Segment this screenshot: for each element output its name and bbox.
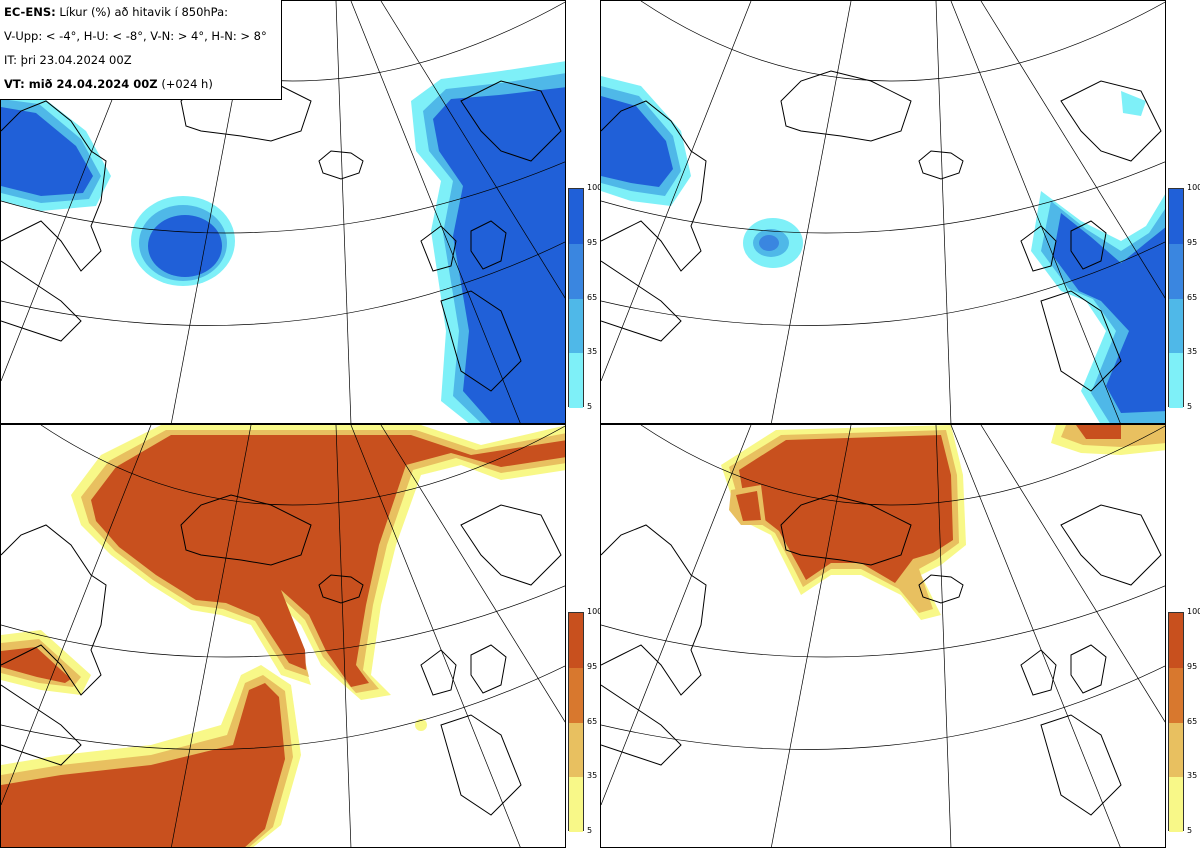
colorbar-tick-label: 95 (587, 661, 598, 671)
colorbar-tick-label: 65 (587, 716, 598, 726)
initial-time: IT: þri 23.04.2024 00Z (4, 53, 132, 67)
colorbar (568, 188, 584, 408)
colorbar (1168, 612, 1184, 832)
colorbar-segment (1169, 613, 1183, 668)
colorbar-segment (1169, 243, 1183, 299)
colorbar-segment (1169, 777, 1183, 832)
colorbar (568, 612, 584, 832)
colorbar-segment (569, 613, 583, 668)
colorbar-tick-label: 100 (587, 607, 603, 616)
colorbar-segment (1169, 353, 1183, 408)
colorbar-tick-label: 65 (1187, 292, 1198, 302)
colorbar-segment (1169, 298, 1183, 354)
colorbar-segment (569, 353, 583, 408)
valid-time: VT: mið 24.04.2024 00Z (4, 77, 158, 91)
colorbar-tick-label: 35 (587, 771, 598, 781)
map-h-u (601, 1, 1165, 423)
map-panel-h-u (600, 0, 1166, 424)
map-v-upp (1, 1, 565, 423)
colorbar-tick-label: 95 (1187, 661, 1198, 671)
colorbar (1168, 188, 1184, 408)
colorbar-segment (569, 667, 583, 723)
colorbar-segment (569, 243, 583, 299)
legend-v-upp: 100 95 65 35 5 (568, 184, 602, 412)
colorbar-tick-label: 5 (587, 826, 593, 835)
colorbar-tick-label: 95 (587, 237, 598, 247)
map-h-n (601, 425, 1165, 847)
colorbar-segment (1169, 667, 1183, 723)
probability-field (1, 61, 565, 423)
model-name: EC-ENS: (4, 5, 56, 19)
colorbar-tick-label: 5 (587, 402, 593, 411)
threshold-definitions: V-Upp: < -4°, H-U: < -8°, V-N: > 4°, H-N… (4, 29, 267, 43)
legend-v-n: 100 95 65 35 5 (568, 608, 602, 836)
colorbar-tick-label: 5 (1187, 402, 1193, 411)
colorbar-tick-label: 95 (1187, 237, 1198, 247)
coastlines (601, 70, 1162, 392)
colorbar-tick-label: 100 (1187, 183, 1200, 192)
map-panel-v-n (0, 424, 566, 848)
forecast-info-box: EC-ENS: Líkur (%) að hitavik í 850hPa: V… (0, 0, 282, 100)
probability-field (601, 76, 1165, 423)
product-description: Líkur (%) að hitavik í 850hPa: (59, 5, 229, 19)
colorbar-tick-label: 5 (1187, 826, 1193, 835)
probability-field (1, 425, 565, 847)
colorbar-segment (569, 298, 583, 354)
map-panel-v-upp (0, 0, 566, 424)
map-panel-h-n (600, 424, 1166, 848)
colorbar-tick-label: 100 (587, 183, 603, 192)
coastlines (1, 494, 562, 816)
colorbar-tick-label: 35 (1187, 347, 1198, 357)
colorbar-tick-label: 65 (587, 292, 598, 302)
legend-h-n: 100 95 65 35 5 (1168, 608, 1200, 836)
colorbar-tick-label: 35 (587, 347, 598, 357)
colorbar-tick-label: 65 (1187, 716, 1198, 726)
map-v-n (1, 425, 565, 847)
colorbar-tick-label: 35 (1187, 771, 1198, 781)
colorbar-segment (1169, 189, 1183, 244)
graticule (1, 425, 565, 847)
colorbar-segment (1169, 722, 1183, 778)
graticule (601, 1, 1165, 423)
colorbar-tick-label: 100 (1187, 607, 1200, 616)
coastlines (601, 494, 1162, 816)
legend-h-u: 100 95 65 35 5 (1168, 184, 1200, 412)
probability-field (721, 425, 1165, 620)
colorbar-segment (569, 189, 583, 244)
colorbar-segment (569, 722, 583, 778)
lead-time: (+024 h) (161, 77, 213, 91)
colorbar-segment (569, 777, 583, 832)
graticule (601, 425, 1165, 847)
